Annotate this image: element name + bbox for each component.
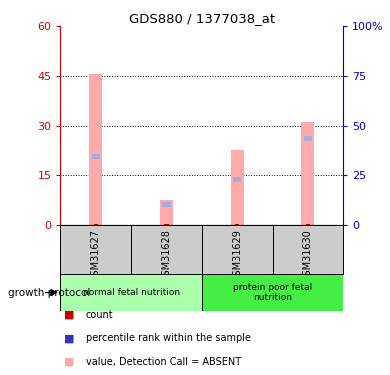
Bar (233, 177, 241, 182)
Text: ■: ■ (64, 333, 75, 343)
Text: GSM31629: GSM31629 (232, 229, 242, 282)
Bar (162, 202, 171, 207)
Bar (202, 274, 343, 311)
Bar (60, 274, 202, 311)
Bar (89, 74, 102, 225)
Text: GSM31628: GSM31628 (161, 229, 172, 282)
Text: count: count (86, 310, 113, 320)
Bar (303, 136, 312, 141)
Bar (92, 154, 100, 159)
Bar (60, 225, 131, 274)
Bar (94, 224, 98, 225)
Bar (235, 224, 239, 225)
Bar (164, 224, 168, 225)
Bar (301, 122, 314, 225)
Text: ■: ■ (64, 310, 75, 320)
Text: protein poor fetal
nutrition: protein poor fetal nutrition (233, 283, 312, 302)
Text: normal fetal nutrition: normal fetal nutrition (83, 288, 180, 297)
Bar (306, 224, 310, 225)
Bar (202, 225, 273, 274)
Bar (131, 225, 202, 274)
Title: GDS880 / 1377038_at: GDS880 / 1377038_at (129, 12, 275, 25)
Text: GSM31627: GSM31627 (91, 229, 101, 282)
Bar (160, 200, 173, 225)
Text: growth protocol: growth protocol (8, 288, 90, 297)
Text: GSM31630: GSM31630 (303, 229, 313, 282)
Text: percentile rank within the sample: percentile rank within the sample (86, 333, 251, 343)
Text: ■: ■ (64, 357, 75, 366)
Text: value, Detection Call = ABSENT: value, Detection Call = ABSENT (86, 357, 241, 366)
Bar (273, 225, 343, 274)
Bar (231, 150, 243, 225)
